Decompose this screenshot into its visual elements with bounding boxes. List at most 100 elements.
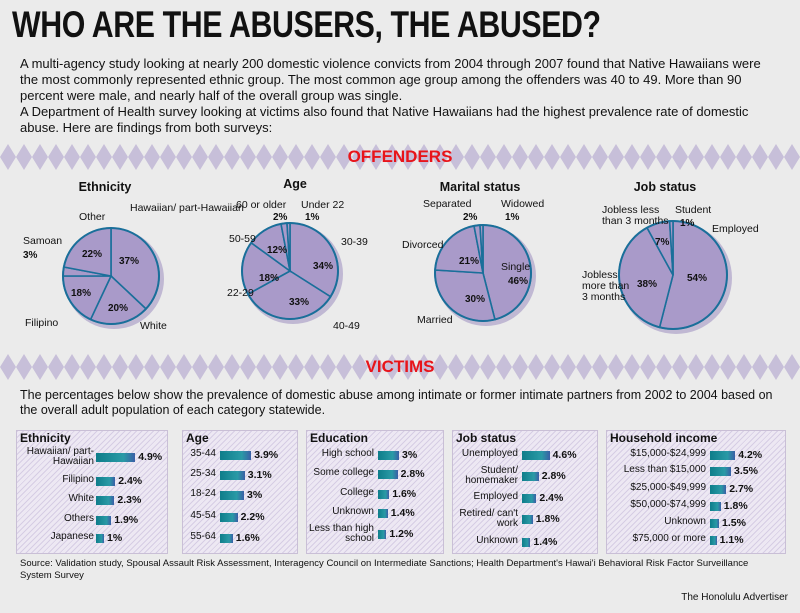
bar-category-label: Less than high school — [308, 523, 374, 544]
bar — [96, 477, 116, 486]
bar-value-label: 2.7% — [729, 483, 754, 495]
bar-row: Unknown 1.4% — [306, 507, 442, 523]
intro-victims: A Department of Health survey looking at… — [20, 104, 749, 135]
pct-white: 20% — [108, 303, 129, 314]
bar-row: Hawaiian/ part-Hawaiian 4.9% — [16, 447, 166, 467]
bar-row: High school 3% — [306, 449, 442, 465]
bar-row: 55-64 1.6% — [182, 532, 296, 548]
bar-value-label: 3% — [402, 449, 418, 461]
bar-category-label: Less than $15,000 — [623, 464, 706, 475]
bar-row: Less than $15,000 3.5% — [606, 465, 784, 481]
bar-value-label: 1% — [107, 532, 123, 544]
bar-row: $50,000-$74,999 1.8% — [606, 500, 784, 516]
bar-value-label: 3% — [247, 489, 263, 501]
label-married: Married — [417, 314, 453, 326]
bar-category-label: Unknown — [664, 516, 706, 527]
label-60-older: 60 or older — [236, 199, 287, 211]
bar — [710, 451, 736, 460]
page-title: WHO ARE THE ABUSERS, THE ABUSED? — [12, 4, 601, 45]
pie-slice-jobless-less-than-3-months — [645, 220, 674, 276]
pie-slice-30-39 — [289, 222, 339, 298]
bar-category-label: 55-64 — [190, 531, 216, 542]
bar — [522, 451, 550, 460]
bar-value-label: 2.8% — [541, 470, 566, 482]
label-50-59: 50-59 — [229, 233, 256, 245]
bar-value-label: 2.4% — [539, 492, 564, 504]
bar-value-label: 1.4% — [390, 507, 415, 519]
bar-value-label: 3.9% — [254, 449, 279, 461]
label-jobless-more: Jobless more than 3 months — [582, 269, 630, 303]
bar-category-label: Some college — [313, 467, 374, 478]
bar-value-label: 3.5% — [734, 465, 758, 477]
victims-job-status-chart: Job status Unemployed 4.6% Student/ homemak… — [452, 430, 596, 552]
bar — [96, 496, 115, 505]
bar-category-label: Unknown — [332, 506, 374, 517]
bar — [96, 534, 104, 543]
credit: The Honolulu Advertiser — [681, 592, 788, 603]
bar-row: $25,000-$49,999 2.7% — [606, 483, 784, 499]
bar-row: Filipino 2.4% — [16, 475, 166, 491]
bar-category-label: Unemployed — [461, 448, 518, 459]
bar-category-label: Retired/ can't work — [459, 508, 518, 529]
bar — [710, 519, 719, 528]
pct-60-older: 2% — [273, 212, 288, 223]
pct-married: 30% — [465, 294, 486, 305]
label-divorced: Divorced — [402, 239, 444, 251]
bar-category-label: Hawaiian/ part-Hawaiian — [26, 446, 94, 467]
label-student: Student — [675, 204, 712, 216]
bar-row: 18-24 3% — [182, 489, 296, 505]
pct-jobless-more: 38% — [637, 279, 658, 290]
label-separated: Separated — [423, 198, 472, 210]
pie-shadow — [243, 224, 343, 324]
victims-age-panel — [182, 430, 298, 554]
bar-value-label: 2.8% — [400, 468, 425, 480]
bar-category-label: Japanese — [50, 531, 94, 542]
victims-age-chart: Age 35-44 3.9% 25-34 3.1% 18-24 3% 45-54 2.2% 55-… — [182, 430, 296, 552]
bar-value-label: 1.8% — [723, 500, 748, 512]
offenders-heading: OFFENDERS — [347, 147, 453, 166]
bar-row: Japanese 1% — [16, 532, 166, 548]
bar — [96, 516, 112, 525]
label-30-39: 30-39 — [341, 236, 368, 248]
pct-22-29: 18% — [259, 273, 280, 284]
bar — [220, 491, 244, 500]
bar-category-label: White — [68, 493, 94, 504]
pie-title-marital: Marital status — [439, 180, 521, 194]
pct-hawaiian: 37% — [119, 256, 140, 267]
bar-row: Unknown 1.4% — [452, 536, 596, 552]
pie-shadow — [64, 229, 164, 329]
label-employed: Employed — [712, 223, 759, 235]
bar — [710, 502, 721, 511]
pct-samoan: 3% — [23, 250, 38, 261]
bar-value-label: 1.6% — [235, 532, 260, 544]
bar-category-label: $15,000-$24,999 — [630, 448, 706, 459]
bar-category-label: High school — [321, 448, 374, 459]
bar — [522, 515, 533, 524]
bar — [522, 494, 537, 503]
pie-outline — [618, 220, 728, 330]
bar-row: College 1.6% — [306, 488, 442, 504]
pie-title-age: Age — [283, 177, 307, 191]
victims-ethnicity-panel — [16, 430, 168, 554]
pie-slice-widowed — [479, 224, 484, 274]
bar-value-label: 1.8% — [535, 513, 560, 525]
pct-separated: 2% — [463, 212, 478, 223]
victims-household-income-chart: Household income $15,000-$24,999 4.2% Less … — [606, 430, 784, 552]
pct-filipino: 18% — [71, 288, 92, 299]
pie-shadow — [620, 222, 732, 334]
label-40-49: 40-49 — [333, 320, 360, 332]
victims-intro: The percentages below show the prevalenc… — [20, 388, 773, 417]
label-jobless-less: Jobless less than 3 months — [602, 204, 669, 227]
band-zigzag — [0, 354, 800, 380]
bar — [522, 538, 531, 547]
label-white: White — [140, 320, 167, 332]
victims-band: VICTIMS — [0, 352, 800, 382]
bar-row: $75,000 or more 1.1% — [606, 534, 784, 550]
bar — [220, 513, 238, 522]
pct-student: 1% — [680, 218, 695, 229]
pie-outline — [434, 224, 532, 322]
bar — [522, 472, 539, 481]
bar-category-label: 35-44 — [190, 448, 216, 459]
victims-education-panel — [306, 430, 444, 554]
source-note: Source: Validation study, Spousal Assaul… — [20, 558, 749, 581]
